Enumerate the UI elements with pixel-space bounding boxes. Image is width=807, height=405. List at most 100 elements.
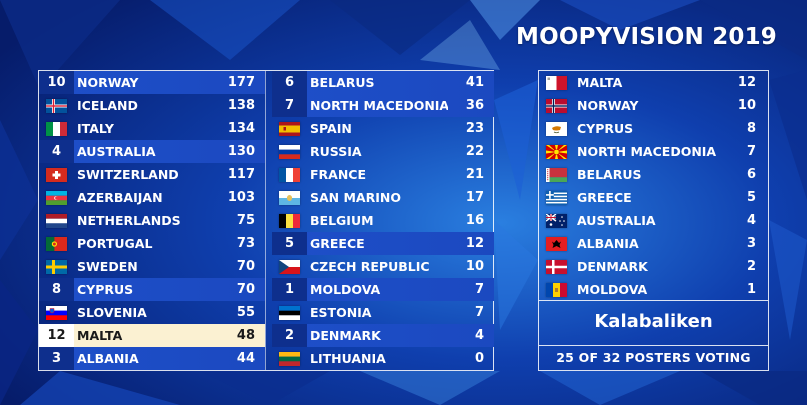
points-slot: 12	[39, 324, 74, 347]
points-slot: 5	[272, 232, 307, 255]
country-name: MALTA	[77, 328, 123, 343]
scoreboard-row: ICELAND 138	[39, 94, 265, 117]
country-name: LITHUANIA	[310, 351, 386, 366]
points-given: 2	[746, 259, 756, 274]
country-name: DENMARK	[577, 259, 648, 274]
vote-row: MOLDOVA 1	[539, 278, 768, 301]
points-slot: 2	[272, 324, 307, 347]
points-given: 8	[746, 121, 756, 136]
scoreboard-row: 12 MALTA 48	[39, 324, 265, 347]
switzerland-flag	[46, 167, 67, 182]
scoreboard-row: SLOVENIA 55	[39, 301, 265, 324]
country-total: 177	[227, 75, 255, 90]
vote-row: ALBANIA 3	[539, 232, 768, 255]
country-total: 130	[227, 144, 255, 159]
divider	[539, 300, 768, 301]
greece-flag	[546, 190, 567, 205]
country-name: MALTA	[577, 75, 623, 90]
moldova-flag	[546, 282, 567, 297]
points-slot	[272, 255, 307, 278]
country-total: 21	[465, 167, 484, 182]
vote-row: CYPRUS 8	[539, 117, 768, 140]
france-flag	[279, 167, 300, 182]
points-slot: 10	[39, 71, 74, 94]
iceland-flag	[46, 98, 67, 113]
points-slot	[39, 163, 74, 186]
country-total: 7	[474, 282, 484, 297]
points-received: 12	[47, 328, 66, 343]
vote-row: AUSTRALIA 4	[539, 209, 768, 232]
flag-slot	[539, 186, 574, 209]
azerbaijan-flag	[46, 190, 67, 205]
points-slot	[39, 301, 74, 324]
country-total: 36	[465, 98, 484, 113]
country-total: 44	[236, 351, 255, 366]
scoreboard-row: SWITZERLAND 117	[39, 163, 265, 186]
vote-row: NORWAY 10	[539, 94, 768, 117]
country-total: 23	[465, 121, 484, 136]
country-total: 10	[465, 259, 484, 274]
scoreboard-row: BELGIUM 16	[272, 209, 494, 232]
country-name: NORTH MACEDONIA	[310, 98, 448, 113]
country-name: ALBANIA	[77, 351, 139, 366]
country-total: 17	[465, 190, 484, 205]
country-total: 117	[227, 167, 255, 182]
points-slot	[272, 209, 307, 232]
voter-name: Kalabaliken	[594, 311, 713, 332]
points-slot: 4	[39, 140, 74, 163]
san-marino-flag	[279, 190, 300, 205]
scoreboard: 10 NORWAY 177 ICELAND 138 ITALY 134 4 AUSTRALIA 1…	[38, 70, 494, 371]
points-given: 10	[737, 98, 756, 113]
country-name: FRANCE	[310, 167, 367, 182]
country-name: ICELAND	[77, 98, 138, 113]
australia-flag	[546, 213, 567, 228]
vote-row: DENMARK 2	[539, 255, 768, 278]
belarus-flag	[546, 167, 567, 182]
country-total: 70	[236, 259, 255, 274]
scoreboard-row: 2 DENMARK 4	[272, 324, 494, 347]
country-total: 4	[474, 328, 484, 343]
country-name: BELARUS	[310, 75, 375, 90]
malta-flag	[546, 75, 567, 90]
country-name: SWITZERLAND	[77, 167, 179, 182]
scoreboard-row: CZECH REPUBLIC 10	[272, 255, 494, 278]
points-received: 5	[284, 236, 295, 251]
norway-flag	[546, 98, 567, 113]
scoreboard-row: LITHUANIA 0	[272, 347, 494, 370]
points-given: 5	[746, 190, 756, 205]
country-total: 103	[227, 190, 255, 205]
country-name: GREECE	[310, 236, 365, 251]
scoreboard-row: ESTONIA 7	[272, 301, 494, 324]
country-name: AUSTRALIA	[77, 144, 156, 159]
points-given: 3	[746, 236, 756, 251]
points-slot: 6	[272, 71, 307, 94]
points-slot	[39, 232, 74, 255]
points-received: 10	[47, 75, 66, 90]
voter-panel: MALTA 12 NORWAY 10 CYPRUS 8 NORTH MACEDONIA 7 BE…	[538, 70, 769, 371]
points-received: 3	[51, 351, 62, 366]
points-slot	[272, 140, 307, 163]
country-name: SPAIN	[310, 121, 352, 136]
sweden-flag	[46, 259, 67, 274]
flag-slot	[539, 94, 574, 117]
points-slot: 1	[272, 278, 307, 301]
points-received: 2	[284, 328, 295, 343]
points-given: 7	[746, 144, 756, 159]
points-slot	[39, 209, 74, 232]
scoreboard-row: 10 NORWAY 177	[39, 71, 265, 94]
country-name: SWEDEN	[77, 259, 138, 274]
country-total: 41	[465, 75, 484, 90]
scoreboard-row: SPAIN 23	[272, 117, 494, 140]
scoreboard-row: ITALY 134	[39, 117, 265, 140]
divider	[539, 345, 768, 346]
scoreboard-row: FRANCE 21	[272, 163, 494, 186]
points-given: 6	[746, 167, 756, 182]
points-received: 4	[51, 144, 62, 159]
country-name: DENMARK	[310, 328, 381, 343]
country-total: 73	[236, 236, 255, 251]
albania-flag	[546, 236, 567, 251]
lithuania-flag	[279, 351, 300, 366]
italy-flag	[46, 121, 67, 136]
country-name: ITALY	[77, 121, 114, 136]
country-name: BELGIUM	[310, 213, 374, 228]
